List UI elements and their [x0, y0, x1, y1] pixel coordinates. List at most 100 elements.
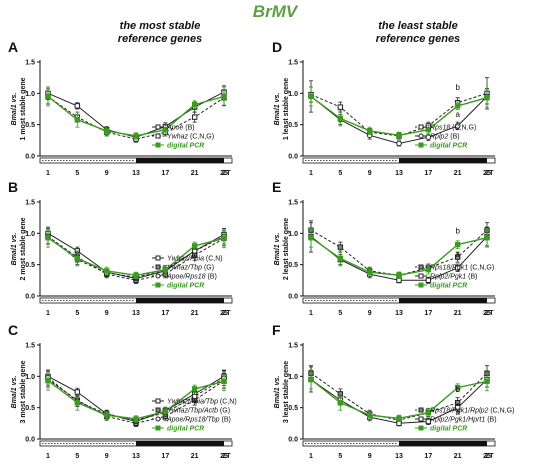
x-tick-label: 21 [454, 453, 462, 460]
data-point [133, 272, 139, 279]
x-tick-label: 5 [75, 453, 79, 460]
legend-label-group: (C,N) [204, 256, 223, 263]
y-tick-label: 1.5 [288, 60, 298, 67]
data-point [366, 128, 373, 134]
legend-label: Ywhaz/Ppia (C,N) [167, 256, 223, 263]
legend-marker [155, 273, 161, 279]
x-tick-label: 17 [424, 453, 432, 460]
x-tick-label: 5 [338, 310, 342, 317]
data-point [133, 133, 139, 139]
x-tick-label: 1 [309, 170, 313, 177]
panel-c: C Bmal1 vs. 3 most stable gene 0.0 0.5 1.0 1.5… [8, 322, 237, 460]
x-tick-label: 1 [46, 453, 50, 460]
series [45, 86, 227, 140]
x-tick-label: 1 [46, 170, 50, 177]
data-point [45, 93, 51, 100]
y-tick-label: 1.0 [288, 91, 298, 98]
panel-a: A Bmal1 vs. 1 most stable gene 0.0 0.5 1.0 1.5… [8, 39, 233, 177]
y-axis-label-line: 3 most stable gene [20, 360, 27, 423]
x-tick-label: 1 [46, 310, 50, 317]
legend-label-gene: Apoe [166, 125, 183, 132]
panel-letter: A [8, 39, 18, 55]
x-tick-label: 13 [395, 170, 403, 177]
legend-label: Ywhaz (C,N,G) [167, 134, 214, 141]
y-tick-label: 0.5 [288, 405, 298, 412]
dark-phase-bar [136, 158, 224, 163]
legend-label-gene: digital PCR [167, 426, 204, 433]
y-axis-label: Bmal1 vs. 2 most stable gene [11, 217, 27, 280]
data-point [425, 266, 432, 273]
panel-d: D Bmal1 vs. 1 least stable gene 0.0 0.5 1.0 1.… [272, 39, 496, 177]
y-axis-label-line: Bmal1 vs. [274, 376, 281, 409]
panel-e: E Bmal1 vs. 2 least stable gene 0.0 0.5 1.0 1.… [272, 179, 496, 317]
x-tick-label: 5 [75, 170, 79, 177]
data-point [396, 415, 402, 422]
x-tick-label: 25 [483, 310, 491, 317]
dark-phase-bar [136, 441, 224, 446]
legend-marker [155, 282, 161, 288]
legend-label: Rplp2/Pgk1 (B) [430, 274, 477, 281]
legend-marker [155, 425, 161, 431]
legend-marker [418, 142, 424, 148]
data-point [103, 128, 110, 134]
y-tick-label: 0.0 [288, 294, 298, 301]
x-tick-label: 9 [368, 170, 372, 177]
y-axis-label-line: Bmal1 vs. [274, 233, 281, 266]
x-tick-label: 9 [368, 453, 372, 460]
legend-entry: digital PCR [152, 142, 204, 150]
y-axis-label-line: Bmal1 vs. [11, 233, 18, 266]
legend-label: Rps18/Pgk1/Rplp2 (C,N,G) [430, 408, 514, 415]
y-axis-label-line: 3 least stable gene [283, 361, 290, 423]
legend-marker [155, 407, 161, 413]
x-axis-label: ZT [222, 170, 231, 177]
legend-marker [418, 282, 424, 288]
legend-entry: Apoe/Rps18/Tbp (B) [152, 416, 231, 424]
x-axis-label: ZT [485, 170, 494, 177]
legend-label-gene: Ywhaz [167, 134, 189, 141]
legend-label: digital PCR [167, 283, 204, 290]
data-point [162, 266, 169, 273]
legend-label-group: (B) [206, 274, 217, 281]
legend-marker [418, 425, 424, 431]
y-tick-label: 0.0 [25, 294, 35, 301]
y-axis-label-line: Bmal1 vs. [11, 93, 18, 126]
data-point [484, 378, 490, 385]
legend-label-gene: Ywhaz/Tbp/Actb [167, 408, 218, 415]
significance-annotation: b [455, 83, 460, 92]
data-point [396, 132, 402, 139]
data-point [45, 378, 51, 384]
x-tick-label: 17 [424, 170, 432, 177]
y-tick-label: 1.0 [288, 374, 298, 381]
y-tick-label: 0.5 [25, 405, 35, 412]
x-tick-label: 9 [105, 453, 109, 460]
data-point [162, 408, 169, 415]
data-point [74, 255, 81, 262]
legend-label-gene: digital PCR [167, 283, 204, 290]
legend-label-gene: Rps18/Pgk1 [430, 265, 468, 272]
column-header-line: the most stable [119, 20, 201, 32]
x-tick-label: 25 [220, 310, 228, 317]
significance-annotation: a [455, 110, 460, 119]
x-tick-label: 13 [132, 453, 140, 460]
x-tick-label: 21 [191, 453, 199, 460]
legend-entry: Apoe (B) [152, 124, 195, 132]
legend-label-gene: Apoe/Rps18/Tbp [166, 417, 220, 424]
data-point [425, 409, 432, 416]
dark-phase-bar [399, 158, 487, 163]
y-axis-label: Bmal1 vs. 1 most stable gene [11, 77, 27, 140]
y-tick-label: 1.5 [288, 343, 298, 350]
y-tick-label: 1.0 [25, 231, 35, 238]
legend-label-gene: Rplp2 [430, 134, 448, 141]
y-axis-label-line: 1 least stable gene [283, 78, 290, 140]
x-tick-label: 25 [483, 170, 491, 177]
data-point [191, 393, 198, 400]
legend-label-gene: Ywhaz/Tbp [167, 265, 202, 272]
x-tick-label: 17 [161, 170, 169, 177]
legend-marker [155, 264, 161, 270]
legend-marker [155, 142, 161, 148]
legend-label: Rplp2/Pgk1/Hprt1 (B) [430, 417, 497, 424]
x-tick-label: 5 [75, 310, 79, 317]
panel-letter: E [272, 179, 281, 195]
data-point [74, 116, 81, 123]
